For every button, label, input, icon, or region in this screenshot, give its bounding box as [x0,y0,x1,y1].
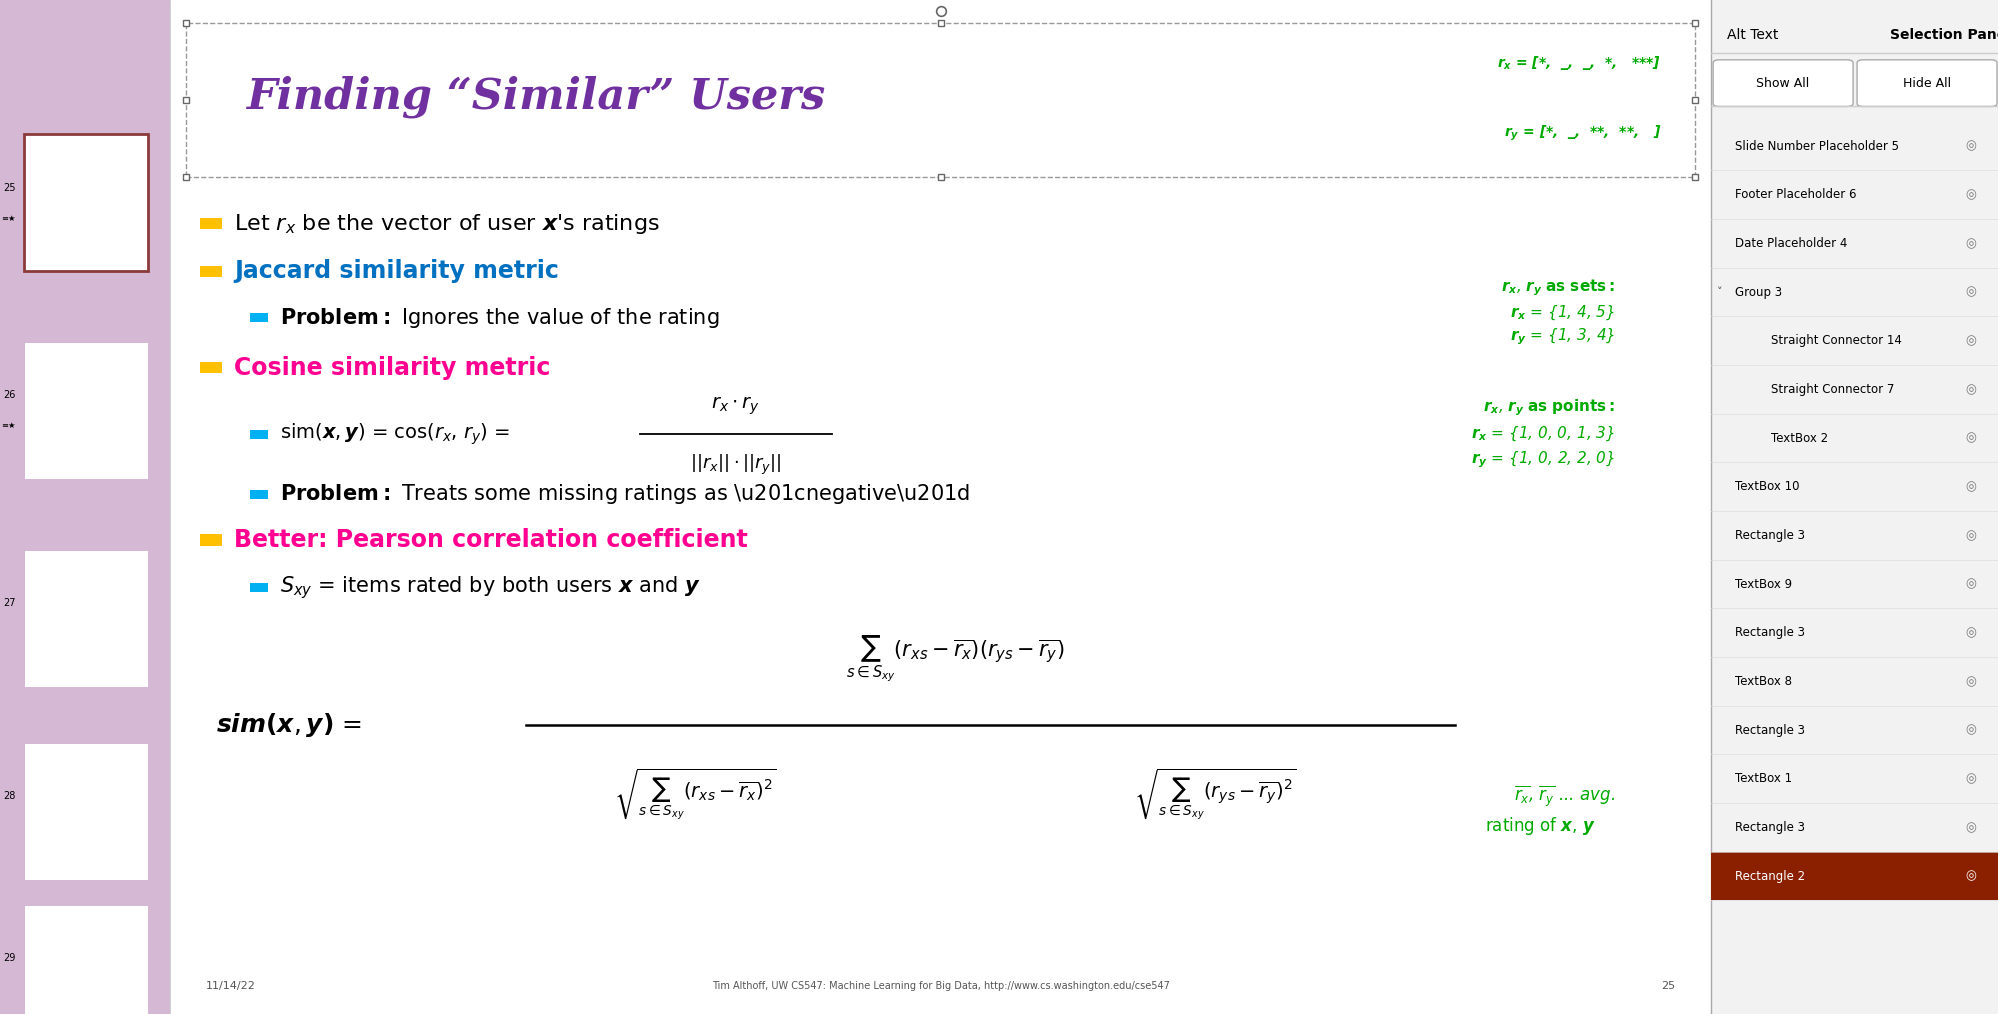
Text: 28: 28 [4,791,16,801]
Text: TextBox 2: TextBox 2 [1770,432,1828,444]
Text: $\bfit{r_y}$ = {1, 0, 2, 2, 0}: $\bfit{r_y}$ = {1, 0, 2, 2, 0} [1471,449,1614,469]
Text: Footer Placeholder 6: Footer Placeholder 6 [1734,189,1856,201]
Text: ◎: ◎ [1964,383,1976,395]
Text: ≡★: ≡★ [2,422,16,430]
Bar [200,266,222,277]
Text: ◎: ◎ [1964,286,1976,298]
Text: Finding “Similar” Users: Finding “Similar” Users [246,75,825,118]
Text: $\boldsymbol{sim(x,y)}$ =: $\boldsymbol{sim(x,y)}$ = [216,711,362,739]
Bar [186,23,1694,177]
Text: TextBox 1: TextBox 1 [1734,773,1792,785]
Bar [24,134,148,271]
Text: Rectangle 2: Rectangle 2 [1734,870,1804,882]
Bar [0,0,170,1014]
Text: ◎: ◎ [1964,335,1976,347]
Text: 26: 26 [4,390,16,401]
Text: $||r_x|| \cdot ||r_y||$: $||r_x|| \cdot ||r_y||$ [689,453,781,477]
Text: Selection Pane: Selection Pane [1888,28,1998,43]
Text: Let $\boldsymbol{r_x}$ be the vector of user $\boldsymbol{x}$'s ratings: Let $\boldsymbol{r_x}$ be the vector of … [234,212,659,235]
Text: ◎: ◎ [1964,870,1976,882]
Text: $\bfit{r_x}$, $\bfit{r_y}$ $\mathbf{as\ sets:}$: $\bfit{r_x}$, $\bfit{r_y}$ $\mathbf{as\ … [1500,278,1614,298]
Text: $r_x \cdot r_y$: $r_x \cdot r_y$ [711,395,759,417]
Text: ◎: ◎ [1964,627,1976,639]
Text: TextBox 9: TextBox 9 [1734,578,1792,590]
Bar [250,583,268,592]
Text: 25: 25 [1660,981,1674,991]
Bar [250,430,268,439]
Text: ◎: ◎ [1964,481,1976,493]
FancyBboxPatch shape [1712,60,1852,106]
Text: ˅: ˅ [1716,287,1722,297]
Text: ◎: ◎ [1964,773,1976,785]
FancyBboxPatch shape [1856,60,1996,106]
Bar [24,343,148,480]
Text: ≡★: ≡★ [2,214,16,222]
Text: ◎: ◎ [1964,821,1976,834]
Bar [1710,0,1998,1014]
Bar [170,0,1710,1014]
Text: Tim Althoff, UW CS547: Machine Learning for Big Data, http://www.cs.washington.e: Tim Althoff, UW CS547: Machine Learning … [711,981,1169,991]
Text: TextBox 10: TextBox 10 [1734,481,1798,493]
Bar [200,218,222,229]
Text: ◎: ◎ [1964,140,1976,152]
Text: sim($\boldsymbol{x, y}$) = cos($\boldsymbol{r_x}$, $\boldsymbol{r_y}$) =: sim($\boldsymbol{x, y}$) = cos($\boldsym… [280,422,511,447]
Text: TextBox 8: TextBox 8 [1734,675,1792,687]
Text: ◎: ◎ [1964,432,1976,444]
Bar [250,313,268,322]
Bar [250,490,268,499]
Text: 29: 29 [4,953,16,963]
Text: Alt Text: Alt Text [1726,28,1778,43]
Text: Slide Number Placeholder 5: Slide Number Placeholder 5 [1734,140,1898,152]
Text: $\bfit{r}_{\bfit{y}}$ = [*,  _,  **,  **,   ]: $\bfit{r}_{\bfit{y}}$ = [*, _, **, **, ] [1502,124,1660,144]
Text: Straight Connector 14: Straight Connector 14 [1770,335,1900,347]
Text: $\mathbf{Problem:}$ Ignores the value of the rating: $\mathbf{Problem:}$ Ignores the value of… [280,306,719,330]
Text: Group 3: Group 3 [1734,286,1782,298]
Text: 27: 27 [4,598,16,608]
Bar [1710,852,1998,900]
Text: Rectangle 3: Rectangle 3 [1734,529,1804,541]
Text: ◎: ◎ [1964,529,1976,541]
Text: $\bfit{r_x}$ = {1, 4, 5}: $\bfit{r_x}$ = {1, 4, 5} [1508,303,1614,321]
Text: $\sqrt{\sum_{s \in S_{xy}} (r_{ys} - \overline{r_y})^2}$: $\sqrt{\sum_{s \in S_{xy}} (r_{ys} - \ov… [1133,766,1297,822]
Text: rating of $\boldsymbol{x}$, $\boldsymbol{y}$: rating of $\boldsymbol{x}$, $\boldsymbol… [1485,815,1594,838]
Text: Better: Pearson correlation coefficient: Better: Pearson correlation coefficient [234,528,747,552]
Text: $\mathbf{Problem:}$ Treats some missing ratings as \u201cnegative\u201d: $\mathbf{Problem:}$ Treats some missing … [280,483,969,506]
Text: Rectangle 3: Rectangle 3 [1734,627,1804,639]
Text: Cosine similarity metric: Cosine similarity metric [234,356,549,379]
Text: $\bfit{r_y}$ = {1, 3, 4}: $\bfit{r_y}$ = {1, 3, 4} [1508,327,1614,347]
Text: $\bfit{r}_{\bfit{x}}$ = [*,  _,  _,  *,   ***]: $\bfit{r}_{\bfit{x}}$ = [*, _, _, *, ***… [1497,54,1660,72]
Bar [24,742,148,879]
Bar [24,550,148,687]
Text: Rectangle 3: Rectangle 3 [1734,821,1804,834]
Text: $\bfit{r_x}$ = {1, 0, 0, 1, 3}: $\bfit{r_x}$ = {1, 0, 0, 1, 3} [1471,425,1614,443]
Text: Jaccard similarity metric: Jaccard similarity metric [234,260,559,283]
Text: Show All: Show All [1756,77,1808,89]
Text: 11/14/22: 11/14/22 [206,981,256,991]
Text: $\bfit{r_x}$, $\bfit{r_y}$ $\mathbf{as\ points:}$: $\bfit{r_x}$, $\bfit{r_y}$ $\mathbf{as\ … [1483,397,1614,418]
Text: Rectangle 3: Rectangle 3 [1734,724,1804,736]
Text: ◎: ◎ [1964,724,1976,736]
Text: ◎: ◎ [1964,578,1976,590]
Text: 25: 25 [4,183,16,193]
Text: ◎: ◎ [1964,675,1976,687]
Bar [200,534,222,546]
Text: ◎: ◎ [1964,237,1976,249]
Text: Date Placeholder 4: Date Placeholder 4 [1734,237,1846,249]
Text: ◎: ◎ [1964,189,1976,201]
Text: $\boldsymbol{S_{xy}}$ = items rated by both users $\boldsymbol{x}$ and $\boldsym: $\boldsymbol{S_{xy}}$ = items rated by b… [280,574,699,601]
Text: Hide All: Hide All [1902,77,1950,89]
Text: Straight Connector 7: Straight Connector 7 [1770,383,1894,395]
Text: $\overline{r_x}$, $\overline{r_y}$ ... avg.: $\overline{r_x}$, $\overline{r_y}$ ... a… [1512,784,1614,808]
Bar [200,362,222,373]
Text: $\sqrt{\sum_{s \in S_{xy}} (r_{xs} - \overline{r_x})^2}$: $\sqrt{\sum_{s \in S_{xy}} (r_{xs} - \ov… [613,766,777,822]
Text: $\sum_{s \in S_{xy}} (r_{xs} - \overline{r_x})(r_{ys} - \overline{r_y})$: $\sum_{s \in S_{xy}} (r_{xs} - \overline… [845,634,1065,684]
Bar [24,904,148,1014]
